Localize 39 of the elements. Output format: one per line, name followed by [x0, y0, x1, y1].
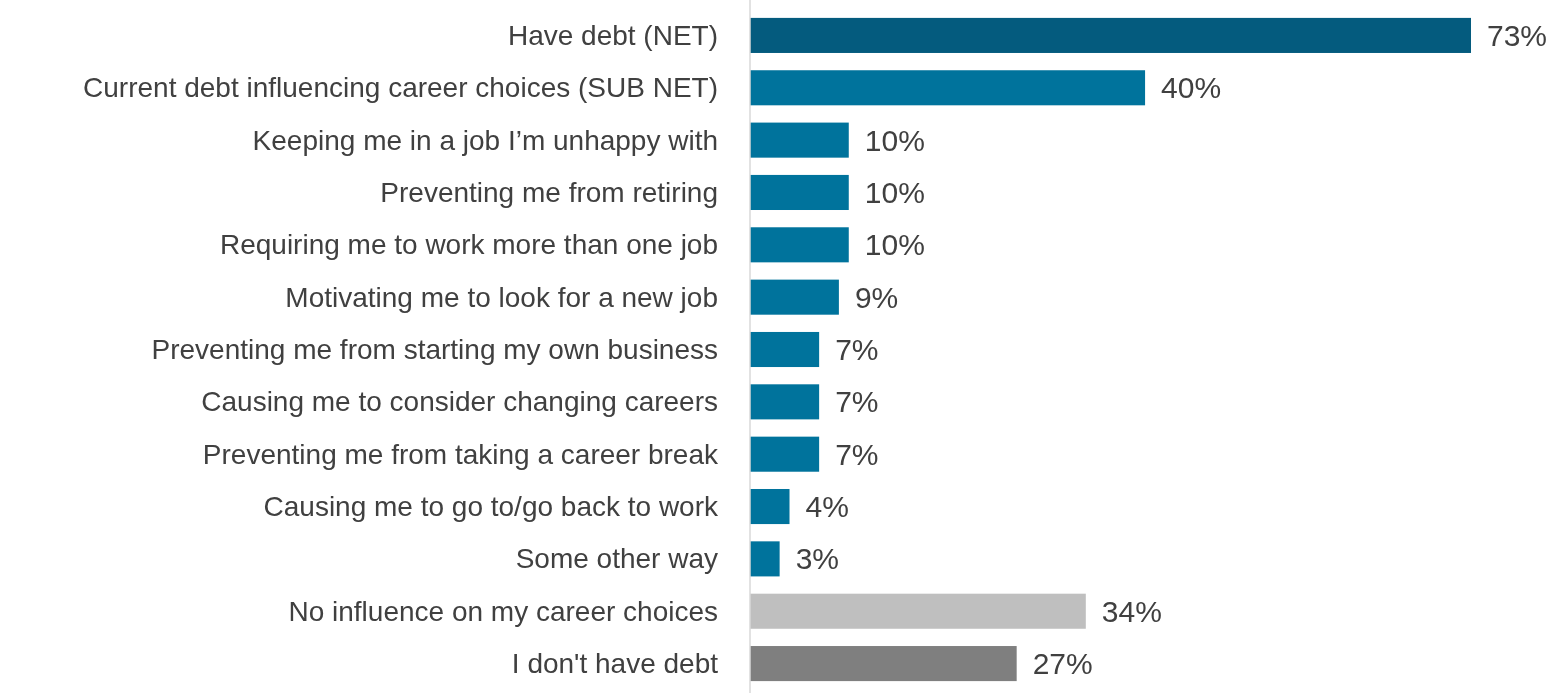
data-label: 34%	[1101, 594, 1162, 628]
data-label: 10%	[864, 123, 925, 157]
bar	[750, 489, 790, 525]
data-label: 9%	[854, 280, 899, 314]
y-tick-label: No influence on my career choices	[288, 595, 718, 627]
data-label: 3%	[795, 542, 839, 576]
y-tick-label: Requiring me to work more than one job	[219, 229, 718, 261]
y-tick-label: I don't have debt	[511, 648, 719, 680]
y-tick-label: Causing me to consider changing careers	[201, 386, 718, 418]
data-label: 10%	[864, 175, 925, 209]
data-label: 40%	[1161, 71, 1222, 105]
y-tick-label: Have debt (NET)	[507, 19, 718, 51]
bar	[750, 279, 839, 315]
data-label: 10%	[864, 228, 925, 262]
y-tick-label: Preventing me from retiring	[380, 176, 718, 208]
bar	[750, 436, 820, 472]
bar	[750, 70, 1146, 106]
bar	[750, 122, 849, 158]
y-tick-label: Keeping me in a job I’m unhappy with	[252, 124, 718, 156]
bar	[750, 174, 849, 210]
y-tick-label: Some other way	[515, 543, 718, 575]
y-tick-label: Preventing me from starting my own business	[151, 334, 718, 365]
data-label: 73%	[1487, 18, 1548, 52]
bar	[750, 384, 820, 420]
data-label: 27%	[1032, 647, 1093, 681]
y-tick-label: Motivating me to look for a new job	[285, 281, 718, 313]
bar	[750, 593, 1086, 629]
y-tick-label: Preventing me from taking a career break	[202, 438, 719, 470]
bar	[750, 227, 849, 263]
data-label: 4%	[805, 490, 849, 524]
data-label: 7%	[835, 437, 879, 471]
bar	[750, 17, 1471, 53]
y-tick-label: Causing me to go to/go back to work	[263, 491, 719, 523]
bar	[750, 541, 780, 577]
bar	[750, 331, 820, 368]
data-label: 7%	[835, 333, 879, 366]
bar	[750, 646, 1017, 682]
data-label: 7%	[835, 385, 879, 419]
y-tick-label: Current debt influencing career choices (SUB NET)	[83, 72, 718, 104]
